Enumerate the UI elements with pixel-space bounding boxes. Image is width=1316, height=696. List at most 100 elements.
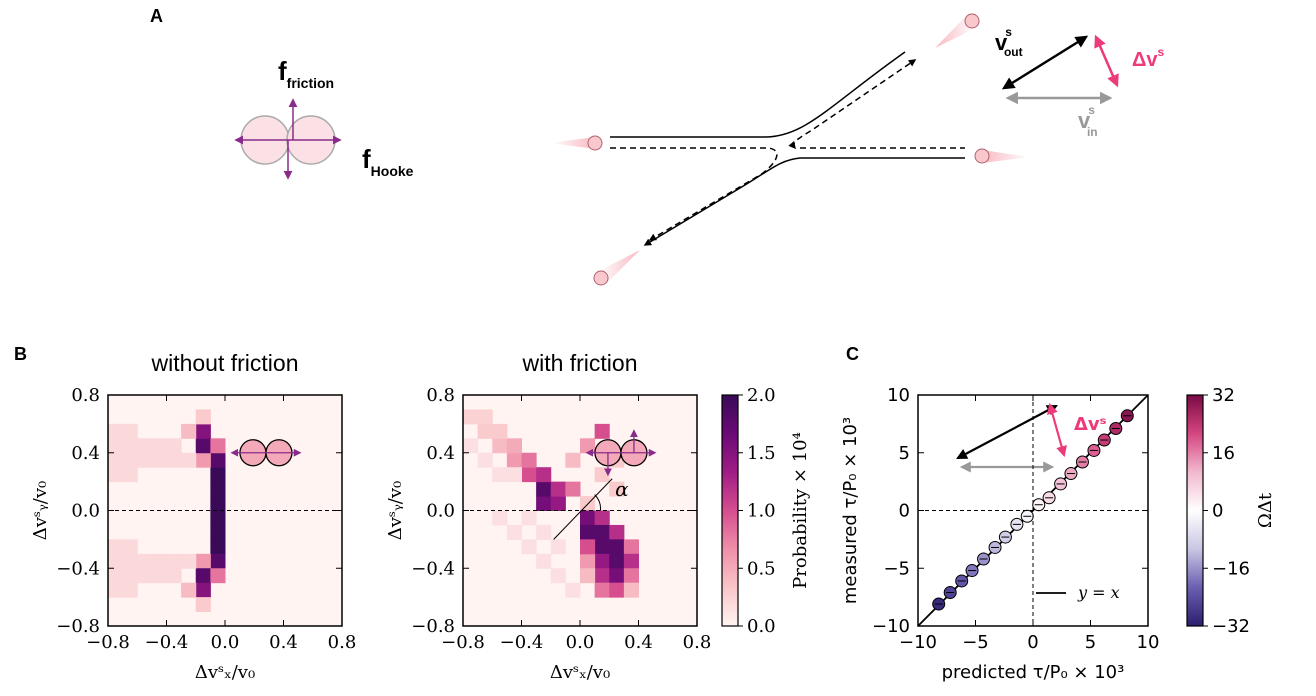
x-tick-label: 0.4 <box>624 632 653 653</box>
heatmap-cell <box>594 553 610 569</box>
y-tick-label: −5 <box>883 558 910 579</box>
heatmap-cell <box>108 539 124 555</box>
heatmap-cell <box>536 467 552 483</box>
force-label: ffriction <box>278 56 334 91</box>
inset-arrow <box>956 404 1058 460</box>
heatmap-cell <box>580 524 596 540</box>
heatmap-cell <box>521 467 537 483</box>
heatmap-cell <box>623 582 639 598</box>
particle <box>550 13 1030 286</box>
heatmap-cell <box>122 582 138 598</box>
x-tick-label: −0.8 <box>441 632 485 653</box>
x-tick-label: 0.0 <box>566 632 595 653</box>
heatmap-cell <box>122 539 138 555</box>
colorbar-tick-label: 0 <box>1212 501 1223 522</box>
y-tick-label: −0.4 <box>411 558 455 579</box>
y-tick-label: 10 <box>887 385 910 406</box>
heatmap-cell <box>609 481 625 497</box>
heatmap-cell <box>137 438 153 454</box>
colorbar-label: ΩΔt <box>1255 492 1276 528</box>
chart-panel: y = x Δvˢ −10 −5 0 5 10 −10 −5 0 5 10 predicted τ/P₀… <box>840 344 1276 683</box>
heatmap-cell <box>536 481 552 497</box>
heatmap-cell <box>166 438 182 454</box>
heatmap-cell <box>195 452 211 468</box>
heatmap-cell <box>210 568 226 584</box>
chart-title: with friction <box>521 350 637 376</box>
y-tick-label: 0.4 <box>71 443 100 464</box>
velocity-label: vs out <box>995 25 1023 59</box>
heatmap-cell <box>492 467 508 483</box>
heatmap-cell <box>151 568 167 584</box>
heatmap-cell <box>550 539 566 555</box>
y-tick-label: 0 <box>899 501 910 522</box>
panel-a: A ffriction fHooke vs out Δvs vs in <box>150 6 1165 286</box>
velocity-label: Δvs <box>1132 45 1165 71</box>
x-tick-label: 10 <box>1137 632 1160 653</box>
y-tick-label: 0.8 <box>71 385 100 406</box>
x-tick-label: −0.4 <box>145 632 189 653</box>
heatmap-cell <box>122 467 138 483</box>
y-tick-label: −0.4 <box>56 558 100 579</box>
colorbar-tick-label: 1.5 <box>747 443 776 464</box>
heatmap-cell <box>609 539 625 555</box>
colorbar-tick-label: −16 <box>1212 558 1250 579</box>
chart-title: without friction <box>150 350 298 376</box>
y-axis-label: Δvˢᵧ/v₀ <box>30 481 51 540</box>
colorbar <box>1186 394 1204 627</box>
colorbar-tick-label: 32 <box>1212 385 1235 406</box>
heatmap-cell <box>137 568 153 584</box>
heatmap-cell <box>623 553 639 569</box>
panel-label: C <box>846 344 859 364</box>
heatmap-cell <box>122 423 138 439</box>
heatmap-cell <box>108 452 124 468</box>
chart-panel: −0.8 −0.4 0.0 0.4 0.8 −0.8 −0.4 0.0 0.4 0.8 Δvˢₓ/v… <box>14 344 356 683</box>
y-axis-label: measured τ/P₀ × 10³ <box>840 417 861 604</box>
x-tick-label: 0.8 <box>683 632 712 653</box>
heatmap-cell <box>580 510 596 526</box>
heatmap-cell <box>565 452 581 468</box>
x-tick-label: 0 <box>1027 632 1038 653</box>
heatmap-cell <box>108 568 124 584</box>
colorbar-tick-label: 16 <box>1212 443 1235 464</box>
heatmap-cell <box>463 409 479 425</box>
heatmap-cell <box>492 510 508 526</box>
heatmap-cell <box>195 409 211 425</box>
heatmap-cell <box>580 539 596 555</box>
x-tick-label: 5 <box>1085 632 1096 653</box>
heatmap-cell <box>210 467 226 483</box>
heatmap-cell <box>181 553 197 569</box>
x-axis-label: predicted τ/P₀ × 10³ <box>942 662 1125 683</box>
heatmap-cell <box>609 524 625 540</box>
y-tick-label: −0.8 <box>56 616 100 637</box>
annotation: α <box>615 477 629 501</box>
y-tick-label: 0.0 <box>426 501 455 522</box>
heatmap-cell <box>108 582 124 598</box>
heatmap-cell <box>609 568 625 584</box>
colorbar-label: Probability × 10⁴ <box>790 432 811 589</box>
heatmap-cell <box>506 467 522 483</box>
velocity-arrow <box>1094 34 1119 88</box>
x-axis-label: Δvˢₓ/v₀ <box>550 662 610 683</box>
heatmap-cell <box>594 582 610 598</box>
y-tick-label: 0.4 <box>426 443 455 464</box>
x-tick-label: −10 <box>899 632 937 653</box>
heatmap-cell <box>210 524 226 540</box>
heatmap-cell <box>623 539 639 555</box>
heatmap-cell <box>550 496 566 511</box>
channel <box>610 51 965 246</box>
force-label: fHooke <box>362 144 414 179</box>
heatmap-cell <box>594 524 610 540</box>
x-tick-label: 0.8 <box>328 632 357 653</box>
heatmap-cell <box>506 524 522 540</box>
heatmap-cell <box>521 539 537 555</box>
colorbar-tick-label: 1.0 <box>747 501 776 522</box>
colorbar-tick-label: 2.0 <box>747 385 776 406</box>
heatmap-cell <box>210 510 226 526</box>
inset-arrow <box>1047 402 1067 458</box>
colorbar-tick-label: 0.5 <box>747 558 776 579</box>
heatmap-cell <box>580 568 596 584</box>
heatmap-cell <box>166 553 182 569</box>
y-tick-label: −0.8 <box>411 616 455 637</box>
heatmap-cell <box>536 496 552 511</box>
